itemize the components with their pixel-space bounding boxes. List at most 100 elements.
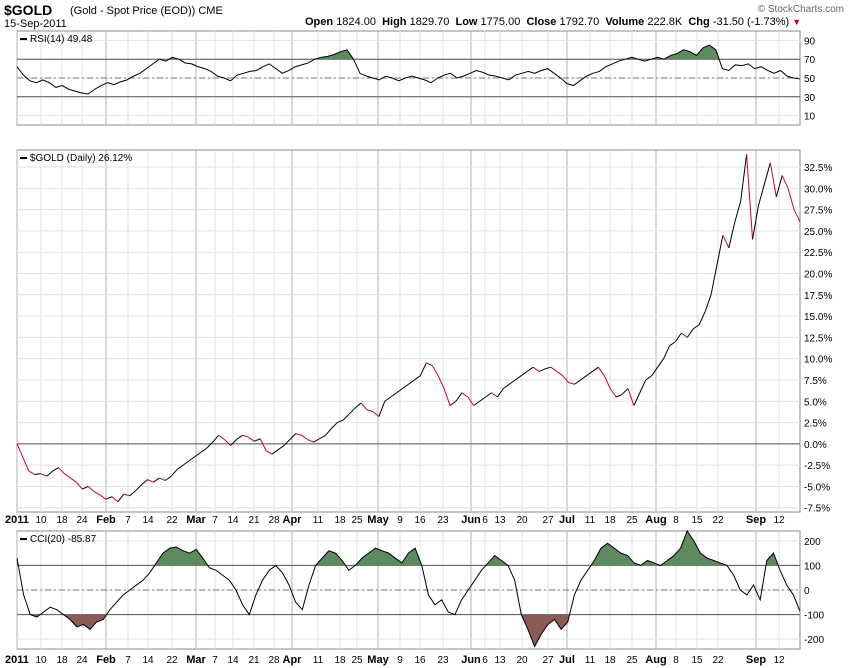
price-segment <box>627 388 635 406</box>
price-segment <box>182 460 190 466</box>
price-segment <box>82 485 89 490</box>
price-segment <box>123 493 130 497</box>
price-segment <box>793 209 801 222</box>
ohlc-readout: Open 1824.00 High 1829.70 Low 1775.00 Cl… <box>305 16 801 28</box>
close-value: 1792.70 <box>559 16 600 28</box>
price-y-tick-label: 17.5% <box>804 291 832 302</box>
cci-y-tick-label: -200 <box>804 635 824 646</box>
x-tick-label: 10 <box>35 515 47 526</box>
price-segment <box>271 449 279 455</box>
price-segment <box>354 402 362 409</box>
cci-y-tick-label: -100 <box>804 611 824 622</box>
price-segment <box>319 434 326 440</box>
chart-symbol: $GOLD <box>4 2 53 18</box>
price-segment <box>224 439 231 446</box>
price-segment <box>479 396 486 402</box>
price-segment <box>556 371 564 377</box>
rsi-series-line <box>16 44 801 95</box>
cci-fill-area <box>154 546 208 566</box>
chart-date: 15-Sep-2011 <box>4 18 67 30</box>
x-tick-label: 11 <box>313 515 324 526</box>
x-tick-label: Jul <box>559 654 575 666</box>
price-segment <box>651 366 659 377</box>
price-y-tick-label: -7.5% <box>804 504 830 515</box>
price-y-tick-label: 12.5% <box>804 333 832 344</box>
x-tick-label: 24 <box>76 655 88 666</box>
x-tick-label: 18 <box>604 515 616 526</box>
price-segment <box>129 490 136 497</box>
x-tick-label: 14 <box>142 655 154 666</box>
price-segment <box>485 392 492 398</box>
price-y-tick-label: 30.0% <box>804 184 832 195</box>
volume-value: 222.8K <box>647 16 683 28</box>
x-tick-label: 9 <box>397 515 403 526</box>
price-segment <box>603 375 611 389</box>
price-segment <box>757 183 765 206</box>
x-tick-label: 23 <box>437 515 449 526</box>
price-segment <box>497 388 504 398</box>
price-segment <box>586 371 593 377</box>
price-segment <box>645 375 652 381</box>
price-y-tick-label: 32.5% <box>804 163 832 174</box>
price-segment <box>236 434 243 441</box>
x-tick-label: 8 <box>673 655 679 666</box>
price-segment <box>443 388 451 406</box>
price-segment <box>710 264 718 295</box>
price-segment <box>28 470 36 475</box>
price-segment <box>366 409 374 412</box>
cci-fill-area <box>315 550 346 566</box>
price-segment <box>135 484 142 492</box>
price-segment <box>514 375 522 381</box>
price-segment <box>153 477 160 483</box>
x-tick-label: 15 <box>691 515 703 526</box>
price-segment <box>574 379 581 385</box>
price-segment <box>580 375 587 381</box>
cci-fill-area <box>355 548 422 566</box>
x-tick-label: 9 <box>397 655 403 666</box>
price-segment <box>675 332 682 342</box>
x-tick-label: 21 <box>248 515 260 526</box>
x-tick-label: 20 <box>516 655 528 666</box>
down-arrow-icon: ▼ <box>792 17 802 27</box>
price-y-tick-label: 20.0% <box>804 270 832 281</box>
price-segment <box>609 388 617 398</box>
x-tick-label: 13 <box>494 655 506 666</box>
rsi-fill-area <box>664 45 720 60</box>
price-segment <box>763 162 771 185</box>
x-tick-label: 11 <box>585 655 596 666</box>
price-segment <box>111 496 119 503</box>
price-segment <box>509 379 516 385</box>
cci-fill-area <box>590 543 641 566</box>
x-tick-label: 11 <box>585 515 596 526</box>
price-segment <box>704 294 712 312</box>
rsi-y-tick-label: 30 <box>804 93 816 104</box>
price-segment <box>491 392 498 398</box>
price-segment <box>473 400 480 406</box>
price-segment <box>568 382 575 385</box>
price-segment <box>532 366 540 372</box>
price-segment <box>301 434 308 441</box>
price-y-tick-label: 15.0% <box>804 312 832 323</box>
x-tick-label: 15 <box>691 655 703 666</box>
rsi-y-tick-label: 90 <box>804 36 816 47</box>
chart-name: (Gold - Spot Price (EOD)) CME <box>70 5 223 17</box>
x-tick-label: 28 <box>268 655 280 666</box>
price-segment <box>348 407 356 415</box>
price-segment <box>544 366 552 370</box>
price-segment <box>99 494 107 500</box>
x-tick-label: 14 <box>227 655 239 666</box>
x-tick-label: 12 <box>773 515 785 526</box>
price-segment <box>657 358 664 368</box>
price-segment <box>728 222 736 249</box>
price-segment <box>426 362 433 366</box>
price-segment <box>283 439 291 446</box>
brand-label: © StockCharts.com <box>757 4 844 15</box>
x-tick-label: 13 <box>494 515 506 526</box>
price-segment <box>752 205 759 240</box>
cci-fill-area <box>63 614 107 630</box>
x-tick-label: 14 <box>142 515 154 526</box>
cci-panel: 200 100 0 -100 -200 CCI(20) -85.87 <box>16 529 824 650</box>
cci-fill-area <box>485 555 509 566</box>
rsi-legend-label: RSI(14) 49.48 <box>30 34 93 45</box>
x-tick-label: 22 <box>712 655 724 666</box>
